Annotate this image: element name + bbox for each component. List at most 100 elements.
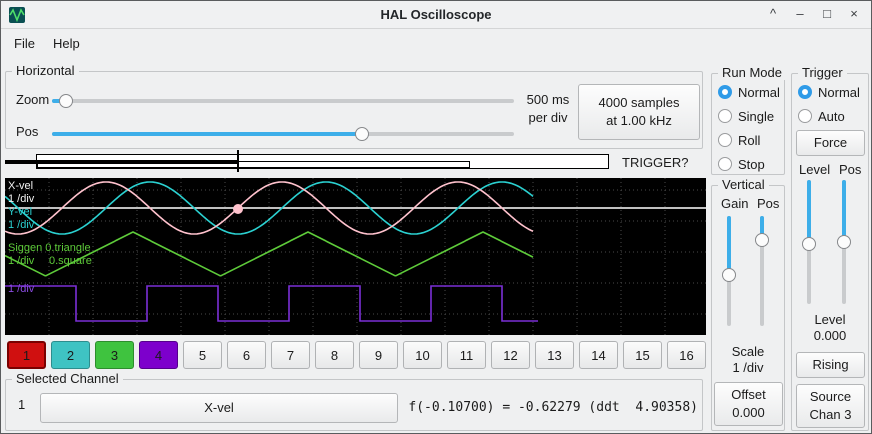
trigger-pos-vslider[interactable] [837,180,851,304]
selected-channel-group: Selected Channel 1 X-vel f(-0.10700) = -… [5,371,703,431]
selected-channel-index: 1 [18,397,26,412]
channel-button-16[interactable]: 16 [667,341,706,369]
close-icon[interactable]: × [850,6,858,21]
radio-icon [798,109,812,123]
menu-bar: File Help [5,33,89,54]
channel-button-4[interactable]: 4 [139,341,178,369]
scope-canvas [5,178,706,335]
channel-button-6[interactable]: 6 [227,341,266,369]
channel-button-8[interactable]: 8 [315,341,354,369]
selected-channel-group-title: Selected Channel [12,371,123,386]
channel-button-9[interactable]: 9 [359,341,398,369]
title-bar: HAL Oscilloscope ^ – □ × [1,1,871,29]
radio-label: Normal [738,84,780,100]
channel-name-button[interactable]: X-vel [40,393,398,423]
vertical-pos-slider-label: Pos [757,196,780,211]
radio-label: Normal [818,84,860,100]
trigger-group: Trigger Normal Auto Force Level Pos Level… [791,65,869,431]
zoom-label: Zoom [16,92,50,107]
run-mode-stop[interactable]: Stop [718,156,780,172]
trigger-source-channel: Chan 3 [809,407,852,422]
trigger-source-label: Source [809,389,852,404]
vertical-pos-slider[interactable] [755,216,769,326]
run-mode-radios: Normal Single Roll Stop [718,84,780,172]
channel-name-label: X-vel [204,400,234,415]
radio-label: Auto [818,108,845,124]
trigger-pos-fill [842,180,846,242]
pos-slider[interactable] [52,127,514,141]
trigger-mode-normal[interactable]: Normal [798,84,860,100]
run-mode-normal[interactable]: Normal [718,84,780,100]
gain-slider[interactable] [722,216,736,326]
run-mode-single[interactable]: Single [718,108,780,124]
channel-button-14[interactable]: 14 [579,341,618,369]
offset-button[interactable]: Offset 0.000 [714,382,783,426]
trigger-position-marker[interactable] [237,150,239,172]
channel-button-7[interactable]: 7 [271,341,310,369]
vertical-group-title: Vertical [718,177,769,192]
trigger-mode-radios: Normal Auto [798,84,860,124]
trigger-source-button[interactable]: Source Chan 3 [796,384,865,428]
channel-button-15[interactable]: 15 [623,341,662,369]
channel-button-13[interactable]: 13 [535,341,574,369]
timebase-value: 500 ms [526,92,570,107]
overview-data-extent [5,160,238,164]
pos-label: Pos [16,124,39,139]
gain-slider-handle[interactable] [722,268,736,283]
scope-label: X-vel [8,180,34,192]
scope-label: Siggen 0.triangle [8,242,91,254]
run-mode-group: Run Mode Normal Single Roll Stop [711,65,786,175]
horizontal-group-title: Horizontal [12,63,79,78]
overview-view-window[interactable] [37,161,470,168]
horizontal-group: Horizontal Zoom 500 ms per div 4000 samp… [5,63,703,149]
radio-icon [718,133,732,147]
menu-file[interactable]: File [14,36,35,51]
zoom-slider[interactable] [52,94,514,108]
scope-display[interactable]: X-vel 1 /div Y-vel 1 /div Siggen 0.triangle 1… [5,178,706,335]
edge-button[interactable]: Rising [796,352,865,378]
radio-label: Stop [738,156,765,172]
pos-slider-handle[interactable] [354,127,369,141]
trigger-question-label: TRIGGER? [622,155,689,170]
channel-button-5[interactable]: 5 [183,341,222,369]
force-button-label: Force [813,135,848,150]
scope-label: 0.square [49,255,92,267]
force-button[interactable]: Force [796,130,865,156]
samples-count: 4000 samples [598,95,680,110]
timebase-readout: 500 ms per div [518,91,578,127]
radio-icon [798,85,812,99]
trigger-level-slider[interactable] [802,180,816,304]
trigger-pos-slider-label: Pos [839,162,862,177]
channel-button-11[interactable]: 11 [447,341,486,369]
zoom-slider-handle[interactable] [58,94,73,108]
gain-slider-label: Gain [721,196,749,211]
channel-button-12[interactable]: 12 [491,341,530,369]
samples-rate: at 1.00 kHz [606,113,672,128]
app-icon [9,7,25,23]
channel-button-2[interactable]: 2 [51,341,90,369]
channel-button-1[interactable]: 1 [7,341,46,369]
offset-button-label: Offset [731,387,766,402]
shade-icon[interactable]: ^ [769,6,777,21]
scope-label: 1 /div [8,219,35,231]
trigger-pos-handle[interactable] [837,235,851,249]
minimize-icon[interactable]: – [796,6,804,21]
run-mode-roll[interactable]: Roll [718,132,780,148]
vertical-pos-handle[interactable] [755,233,769,248]
channel-button-row: 1 2 3 4 5 6 7 8 9 10 11 12 13 14 15 16 [7,341,706,369]
maximize-icon[interactable]: □ [823,6,831,21]
radio-icon [718,109,732,123]
scale-value: 1 /div [732,360,764,375]
gain-slider-fill [727,216,731,276]
channel-button-3[interactable]: 3 [95,341,134,369]
trigger-mode-auto[interactable]: Auto [798,108,860,124]
radio-icon [718,157,732,171]
pos-slider-fill [52,132,362,136]
radio-icon [718,85,732,99]
trigger-level-handle[interactable] [802,237,816,252]
menu-help[interactable]: Help [52,36,80,51]
channel-button-10[interactable]: 10 [403,341,442,369]
run-mode-group-title: Run Mode [718,65,786,80]
samples-button[interactable]: 4000 samples at 1.00 kHz [578,84,700,140]
scope-label: 1 /div [8,255,35,267]
